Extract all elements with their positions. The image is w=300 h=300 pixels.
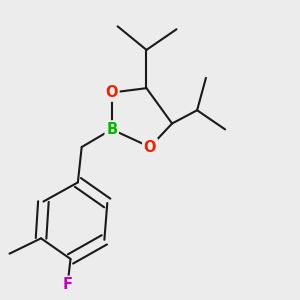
Text: B: B: [106, 122, 117, 137]
Text: O: O: [144, 140, 156, 154]
Text: O: O: [106, 85, 118, 100]
Text: F: F: [63, 278, 73, 292]
